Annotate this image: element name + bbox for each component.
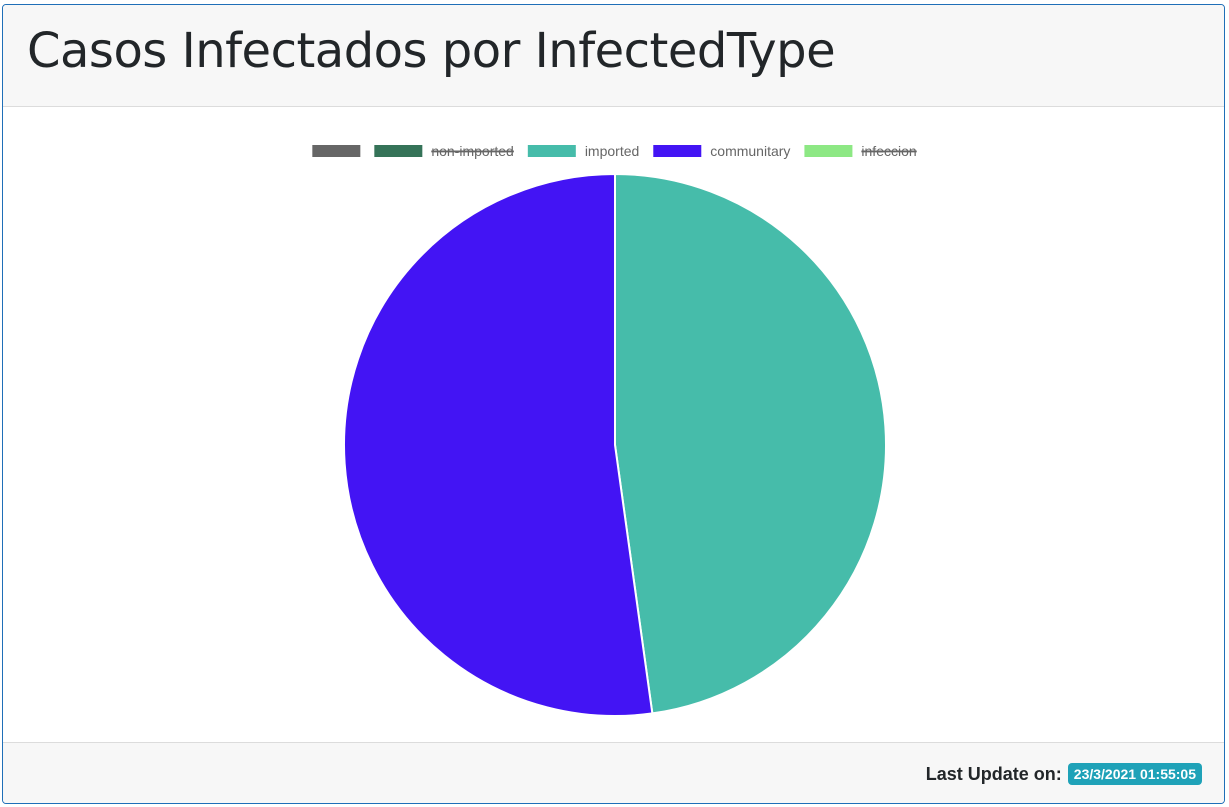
- last-update-badge: 23/3/2021 01:55:05: [1067, 763, 1202, 785]
- last-update-label: Last Update on:: [925, 763, 1062, 784]
- legend-label: imported: [585, 143, 639, 159]
- legend-item[interactable]: imported: [527, 143, 639, 159]
- card-footer: Last Update on: 23/3/2021 01:55:05: [3, 742, 1224, 803]
- legend-swatch: [527, 145, 576, 157]
- legend-swatch: [312, 145, 361, 157]
- chart-card: Casos Infectados por InfectedType non-im…: [2, 4, 1225, 804]
- legend-swatch: [804, 145, 853, 157]
- chart-body: non-imported imported communitary infeccion: [3, 107, 1224, 744]
- page-title: Casos Infectados por InfectedType: [27, 23, 836, 79]
- legend-label: communitary: [710, 143, 790, 159]
- legend-item[interactable]: infeccion: [804, 143, 917, 159]
- chart-legend: non-imported imported communitary infeccion: [312, 143, 917, 159]
- pie-slice-communitary[interactable]: [343, 172, 654, 717]
- legend-item[interactable]: [312, 145, 361, 157]
- legend-swatch: [374, 145, 423, 157]
- last-update: Last Update on: 23/3/2021 01:55:05: [926, 763, 1202, 785]
- legend-item[interactable]: non-imported: [374, 143, 514, 159]
- legend-item[interactable]: communitary: [653, 143, 790, 159]
- pie-slices: [343, 172, 887, 717]
- pie-slice-imported[interactable]: [614, 172, 887, 715]
- legend-swatch: [653, 145, 702, 157]
- pie-chart: non-imported imported communitary infeccion: [312, 143, 917, 717]
- card-header: Casos Infectados por InfectedType: [3, 5, 1224, 107]
